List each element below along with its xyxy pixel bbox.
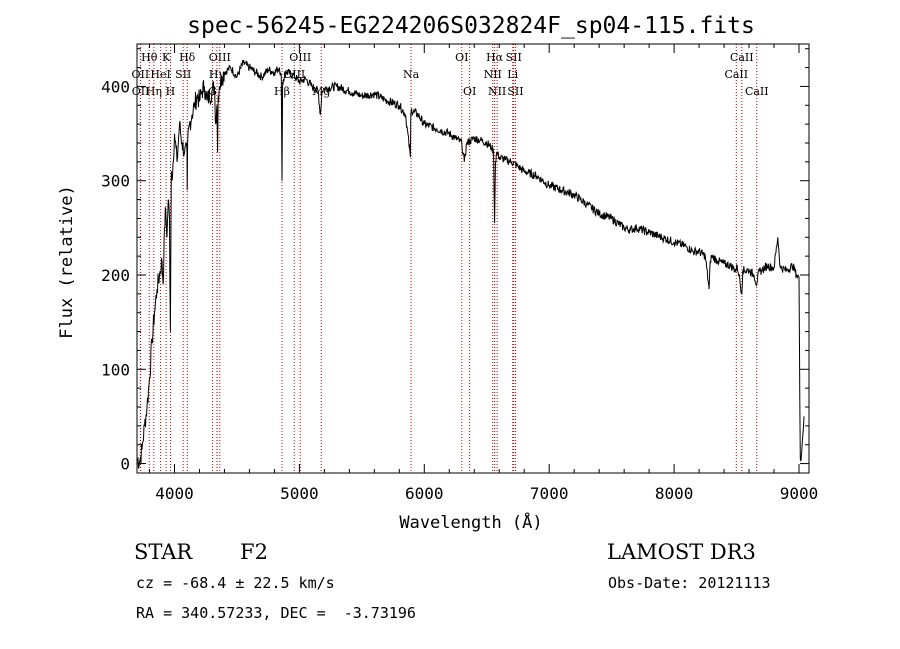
coordinates: RA = 340.57233, DEC = -3.73196: [136, 604, 416, 622]
y-tick-label: 400: [101, 77, 130, 96]
spectral-line-label: H: [166, 85, 176, 98]
x-tick-label: 4000: [155, 484, 194, 503]
redshift-cz: cz = -68.4 ± 22.5 km/s: [136, 574, 335, 592]
y-tick-label: 0: [120, 455, 130, 474]
spectral-line-label: SII: [506, 51, 522, 64]
spectral-line-label: OII: [132, 85, 150, 98]
spectral-line-label: SII: [507, 85, 523, 98]
spectral-line-label: Li: [507, 68, 518, 81]
spectral-line-label: CaII: [745, 85, 769, 98]
spectral-line-label: Hδ: [179, 51, 196, 64]
spectral-line-label: NII: [488, 85, 506, 98]
spectral-line-label: SII: [175, 68, 191, 81]
x-axis-ticks: 4000 5000 6000 7000 8000 9000: [148, 44, 819, 503]
spectral-line-label: Hα: [486, 51, 504, 64]
spectral-line-label: K: [162, 51, 171, 64]
spectral-line-label: OIII: [289, 51, 311, 64]
spectrum-chart: spec-56245-EG224206S032824F_sp04-115.fit…: [57, 13, 819, 533]
spectral-line-label: OII: [132, 68, 150, 81]
spectral-line-label: Hβ: [274, 85, 290, 98]
x-axis-label: Wavelength (Å): [399, 511, 542, 533]
spectral-line-label: CaII: [724, 68, 748, 81]
object-class: STAR: [134, 540, 193, 564]
y-axis-ticks: 0 100 200 300 400: [101, 48, 809, 474]
y-tick-label: 100: [101, 360, 130, 379]
y-axis-label: Flux (relative): [57, 185, 77, 339]
survey-label: LAMOST DR3: [607, 540, 756, 564]
spectral-line-label: Hθ: [141, 51, 158, 64]
spectral-line-label: OIII: [209, 51, 231, 64]
spectral-line-label: G: [208, 85, 217, 98]
y-tick-label: 200: [101, 266, 130, 285]
spectral-line-label: Hη: [146, 85, 162, 98]
spectral-line-label: OI: [463, 85, 476, 98]
plot-frame: [136, 43, 810, 474]
x-tick-label: 5000: [280, 484, 319, 503]
spectral-line-markers: [139, 44, 758, 473]
spectral-line-label: HeI: [150, 68, 170, 81]
chart-title: spec-56245-EG224206S032824F_sp04-115.fit…: [187, 13, 755, 39]
x-tick-label: 6000: [405, 484, 444, 503]
spectral-line-label: NII: [484, 68, 502, 81]
x-tick-label: 8000: [655, 484, 694, 503]
spectral-line-label: Na: [403, 68, 420, 81]
observation-date: Obs-Date: 20121113: [608, 574, 771, 592]
spectral-line-labels: HθOIIOIIHηHeIKHSIIHδHγGOIIIHβOIIIOIIIMgN…: [132, 51, 769, 98]
spectral-line-label: OI: [455, 51, 468, 64]
x-tick-label: 9000: [780, 484, 819, 503]
x-tick-label: 7000: [530, 484, 569, 503]
spectrum-series-line: [136, 59, 805, 469]
y-tick-label: 300: [101, 172, 130, 191]
object-subclass: F2: [240, 540, 268, 564]
spectral-line-label: CaII: [730, 51, 754, 64]
